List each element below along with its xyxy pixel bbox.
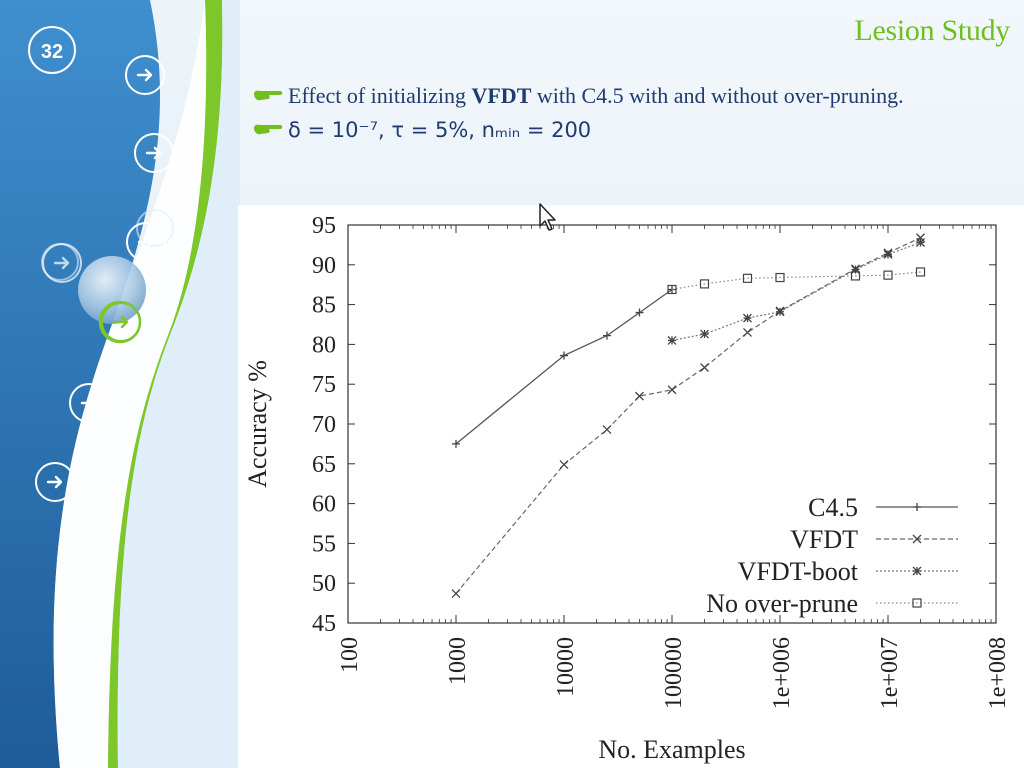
y-tick-label: 80 <box>312 332 336 358</box>
data-point-marker <box>667 385 677 395</box>
data-point-marker <box>743 328 752 337</box>
arrow-right-icon <box>136 68 153 82</box>
y-tick-label: 70 <box>312 412 336 438</box>
y-tick-label: 55 <box>312 531 336 557</box>
data-point-marker <box>915 267 926 277</box>
pointing-hand-icon <box>254 124 283 135</box>
mouse-cursor-icon <box>539 203 556 231</box>
series-line <box>671 241 921 341</box>
accuracy-chart: 45 50 55 60 65 70 75 80 85 90 95 100 1000 10000 100000… <box>243 213 1011 764</box>
y-tick-label: 65 <box>312 452 336 478</box>
data-point-marker <box>912 566 922 576</box>
legend-label: No over-prune <box>706 589 858 618</box>
y-axis-label: Accuracy % <box>243 360 272 488</box>
y-tick-label: 85 <box>312 293 336 319</box>
data-point-marker <box>667 284 677 295</box>
data-point-marker <box>775 307 785 317</box>
y-tick-label: 60 <box>312 492 336 518</box>
arrow-right-icon <box>137 235 154 249</box>
nav-button-3[interactable] <box>126 222 166 262</box>
x-tick-label: 1000 <box>445 637 471 685</box>
data-point-marker <box>775 272 785 283</box>
data-point-marker <box>560 351 568 360</box>
data-point-marker <box>602 331 611 340</box>
data-point-marker <box>912 598 922 608</box>
y-tick-label: 75 <box>312 372 336 398</box>
nav-button-6[interactable] <box>69 383 109 423</box>
data-point-marker <box>883 270 893 280</box>
parameter-formula: δ = 10⁻⁷, τ = 5%, nₘᵢₙ = 200 <box>288 118 592 142</box>
x-tick-label: 10000 <box>553 637 579 697</box>
legend-label: VFDT <box>790 525 858 554</box>
y-tick-label: 45 <box>312 611 336 637</box>
slide-number: 32 <box>28 26 76 74</box>
nav-button-2[interactable] <box>134 133 174 173</box>
data-point-marker <box>883 249 893 259</box>
data-point-marker <box>850 271 861 281</box>
data-point-marker <box>916 238 925 247</box>
nav-button-1[interactable] <box>125 55 165 95</box>
pointing-hand-icon <box>254 90 283 101</box>
data-point-marker <box>635 308 644 317</box>
x-tick-label: 1e+008 <box>985 637 1011 709</box>
slide-title: Lesion Study <box>854 14 1010 47</box>
data-point-marker <box>451 589 461 599</box>
x-tick-label: 1e+006 <box>769 637 795 709</box>
series-line <box>671 271 921 291</box>
arrow-right-icon <box>80 396 97 410</box>
arrow-right-icon <box>46 475 63 489</box>
side-panel <box>0 0 240 768</box>
bullet-text-post: with C4.5 with and without over-pruning. <box>531 83 904 108</box>
arrow-right-icon <box>145 146 162 160</box>
x-axis-label: No. Examples <box>598 735 745 764</box>
data-point-marker <box>742 273 753 283</box>
y-tick-label: 95 <box>312 213 336 239</box>
x-tick-label: 100 <box>337 637 363 673</box>
nav-button-5[interactable] <box>101 302 141 342</box>
data-point-marker <box>667 335 677 345</box>
data-point-marker <box>452 439 460 448</box>
data-point-marker <box>912 534 922 544</box>
data-point-marker <box>700 363 709 372</box>
data-point-marker <box>851 265 860 275</box>
legend-label: VFDT-boot <box>738 557 859 586</box>
y-tick-label: 50 <box>312 571 336 597</box>
bullet-item: δ = 10⁻⁷, τ = 5%, nₘᵢₙ = 200 <box>252 114 982 146</box>
nav-button-7[interactable] <box>35 462 75 502</box>
data-point-marker <box>699 279 710 289</box>
bullet-item: Effect of initializing VFDT with C4.5 wi… <box>252 80 982 112</box>
arrow-right-icon <box>53 256 70 270</box>
legend-label: C4.5 <box>808 493 858 522</box>
data-point-marker <box>743 313 752 323</box>
arrow-right-icon <box>112 315 129 329</box>
x-tick-label: 1e+007 <box>877 637 903 709</box>
x-tick-label: 100000 <box>661 637 687 709</box>
y-tick-label: 90 <box>312 253 336 279</box>
data-point-marker <box>602 425 612 435</box>
bullet-text-pre: Effect of initializing <box>288 83 472 108</box>
data-point-marker <box>559 460 569 470</box>
nav-button-4[interactable] <box>42 243 82 283</box>
data-point-marker <box>700 329 709 339</box>
data-point-marker <box>635 391 644 401</box>
plot-frame <box>347 224 997 624</box>
data-point-marker <box>913 503 921 511</box>
bullet-list: Effect of initializing VFDT with C4.5 wi… <box>252 80 982 146</box>
bullet-text-bold: VFDT <box>471 83 532 108</box>
chart-panel: 45 50 55 60 65 70 75 80 85 90 95 100 1000 10000 100000… <box>238 205 1024 768</box>
